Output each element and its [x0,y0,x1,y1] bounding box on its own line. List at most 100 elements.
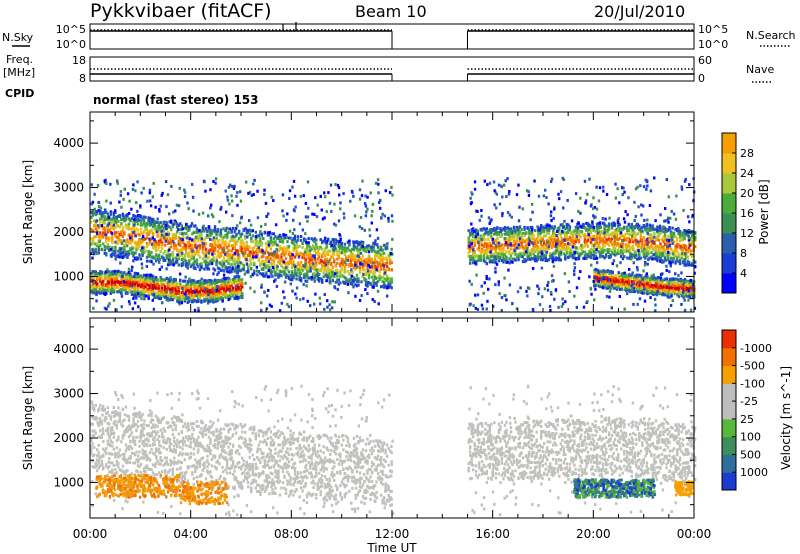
power-cell [167,280,170,284]
power-cell [582,250,585,254]
power-cell [506,243,510,247]
power-cell [601,248,605,252]
power-cell [616,242,620,246]
power-cell [385,277,389,281]
power-cell [133,278,137,282]
power-cell [358,270,362,274]
power-cell [133,240,137,244]
power-cell [612,241,615,245]
power-cell [604,253,608,257]
power-cell [479,252,482,256]
power-cell [322,275,325,279]
power-cell [604,224,608,228]
power-cell [357,280,360,284]
power-cell [170,282,173,286]
power-cell [290,275,294,279]
power-cell [580,248,584,252]
power-cell [145,245,149,249]
power-cell [558,239,561,243]
power-cell [160,277,164,281]
power-cell [322,239,325,243]
power-cell [151,283,155,287]
power-cell [645,253,649,257]
power-cell [310,237,313,241]
power-cell [157,224,161,228]
power-cell [136,246,140,250]
power-cell [473,254,476,258]
power-cell [170,278,173,282]
power-cell [147,242,150,246]
power-cell [159,290,162,294]
power-cell [213,286,217,290]
power-cell [331,273,334,277]
power-cell [500,228,504,232]
power-cell [529,253,532,257]
power-cell [607,222,611,226]
power-cell [475,259,478,263]
power-cell [198,292,202,296]
power-cell [302,276,306,280]
power-cell [260,250,264,254]
power-cell [203,260,206,264]
power-cell [638,253,641,257]
power-cell [543,240,546,244]
power-cell [672,250,676,254]
power-cell [364,278,368,282]
power-cell [138,289,141,293]
power-cell [182,257,185,261]
power-cell [290,239,294,243]
power-cell [488,260,492,264]
power-cell [564,247,567,251]
power-cell [124,252,128,256]
power-cell [591,224,594,228]
power-cell [197,290,200,294]
power-cell [351,254,354,258]
power-cell [204,265,208,269]
power-cell [219,279,223,283]
power-cell [579,229,582,233]
power-cell [663,250,667,254]
power-cell [189,288,193,292]
power-cell [348,239,351,243]
power-cell [242,254,245,258]
power-cell [310,260,313,264]
power-cell [299,252,303,256]
power-cell [600,230,603,234]
power-cell [301,256,304,260]
power-cell [147,249,150,253]
power-cell [694,231,697,235]
power-cell [242,228,245,232]
power-cell [204,251,208,255]
power-cell [266,240,270,244]
power-cell [659,247,662,251]
power-cell [117,290,120,294]
power-cell [485,262,489,266]
power-cell [124,285,128,289]
power-cell [349,256,353,260]
power-cell [518,255,522,259]
power-cell [277,235,280,239]
power-cell [141,232,144,236]
power-cell [118,238,122,242]
power-cell [621,252,624,256]
power-cell [558,253,561,257]
power-cell [133,284,137,288]
power-cell [127,274,131,278]
power-cell [597,250,600,254]
power-cell [91,276,94,280]
power-cell [194,266,197,270]
power-cell [591,235,594,239]
power-cell [594,230,597,234]
power-cell [683,261,686,265]
power-cell [275,267,279,271]
power-cell [680,245,683,249]
power-cell [180,224,183,228]
power-cell [182,284,185,288]
power-cell [154,275,158,279]
power-cell [620,234,623,238]
power-cell [526,250,529,254]
power-cell [185,227,188,231]
power-cell [124,280,128,284]
power-cell [337,282,341,286]
power-cell [159,297,162,301]
